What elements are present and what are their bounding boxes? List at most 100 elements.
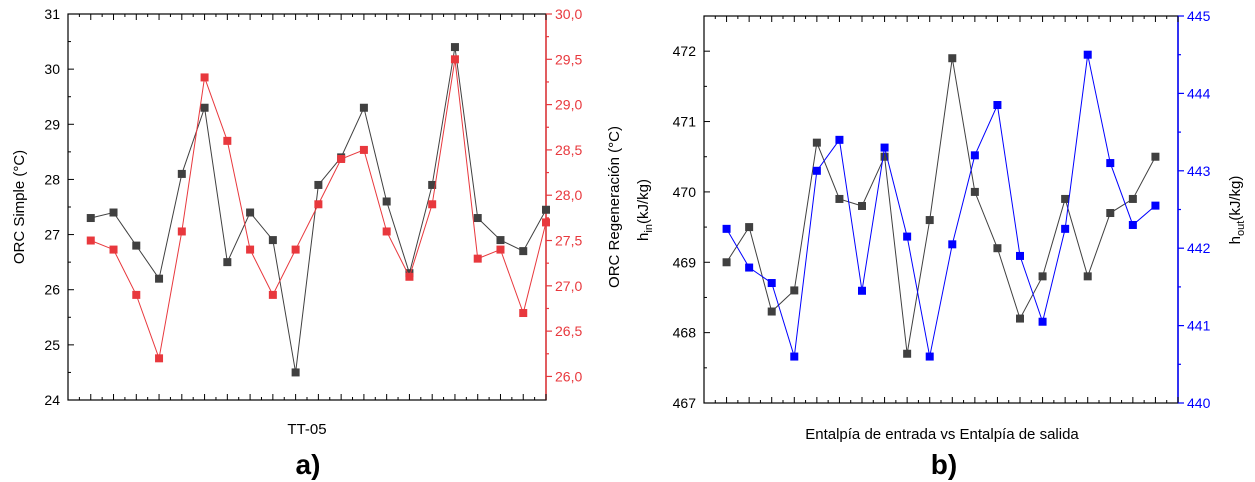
data-point-right [880,143,889,152]
data-point-right [948,240,957,249]
data-point-right [1083,50,1092,59]
x-axis-ticks-a [67,14,547,400]
data-point-left [970,187,979,196]
data-point-right [542,218,550,227]
data-point-right [993,101,1002,110]
y-left-tick-label: 472 [673,43,697,59]
data-point-right [337,154,346,163]
data-point-right [835,135,844,144]
y-left-tick-label: 471 [673,114,697,130]
data-point-right [268,290,277,299]
data-point-right [359,145,368,154]
data-point-right [767,279,776,288]
data-point-right [858,286,866,295]
data-point-right [722,224,731,233]
data-point-right [200,73,209,82]
plot-frame-a [67,13,547,401]
y-left-tick-label: 25 [44,337,60,353]
left-axis-ticks-a: 24 25 26 27 28 29 30 31 [44,6,74,408]
data-point-right [382,227,391,236]
data-point-left [519,247,528,256]
y-axis-label-right-a: ORC Regeneración (°C) [606,126,623,288]
data-point-right [519,309,528,318]
data-point-left [858,201,866,210]
data-point-right [1151,201,1160,210]
data-point-left [268,236,277,245]
data-point-left [223,258,232,267]
data-point-right [473,254,482,263]
y-left-tick-label: 28 [44,171,60,187]
x-axis-label-b: Entalpía de entrada vs Entalpía de salid… [805,426,1079,443]
y-left-tick-label: 27 [44,227,60,243]
data-point-left [1106,209,1115,218]
data-point-right [109,245,118,254]
y-right-tick-label: 441 [1187,318,1211,334]
data-point-left [767,307,776,316]
data-point-left [993,244,1002,253]
data-point-right [155,354,164,363]
data-point-left [473,214,482,223]
chart-panel-a: 24 25 26 27 28 29 30 31 26,0 26,5 27,0 27,5 28,0 28,… [11,6,623,480]
y-axis-label-left-b: hin(kJ/kg) [635,179,655,241]
right-axis-ticks-a: 26,0 26,5 27,0 27,5 28,0 28,5 29,0 29,5 30,0 [546,6,582,384]
panel-label-b: b) [931,449,957,480]
data-point-right [1038,317,1047,326]
y-right-tick-label: 27,5 [555,233,582,249]
y-right-tick-label: 26,5 [555,323,582,339]
y-right-tick-label: 443 [1187,163,1211,179]
y-right-tick-label: 445 [1187,8,1211,24]
y-right-tick-label: 444 [1187,85,1211,101]
data-point-left [496,236,505,245]
y-left-tick-label: 468 [673,325,697,341]
data-point-right [314,200,323,209]
data-point-left [155,274,164,283]
chart-panel-b: 467 468 469 470 471 472 440 441 442 443 444 445 En… [635,8,1247,480]
series-line-left [726,58,1156,354]
data-point-right [1128,220,1137,229]
x-axis-ticks-b [703,16,1179,403]
y-left-tick-label: 470 [673,184,697,200]
data-point-left [246,208,255,217]
data-point-left [359,103,368,112]
data-point-left [200,103,209,112]
data-point-left [109,208,118,217]
data-point-left [812,138,821,147]
data-point-right [1016,251,1024,260]
data-point-left [314,180,323,189]
y-right-tick-label: 27,0 [555,278,582,294]
series-group-b [722,50,1160,361]
data-point-right [291,245,300,254]
data-point-left [1016,314,1024,323]
data-point-left [745,223,754,232]
data-point-left [925,216,934,225]
data-point-right [405,272,414,281]
series-group-a [86,43,550,377]
data-point-right [132,290,141,299]
y-left-tick-label: 26 [44,282,60,298]
y-right-tick-label: 28,0 [555,187,582,203]
data-point-right [450,55,459,64]
y-right-tick-label: 26,0 [555,368,582,384]
data-point-left [177,169,186,178]
data-point-left [1038,272,1047,281]
right-axis-ticks-b: 440 441 442 443 444 445 [1178,8,1211,411]
data-point-right [428,200,437,209]
data-point-left [790,286,799,295]
y-right-tick-label: 440 [1187,395,1211,411]
data-point-left [1083,272,1092,281]
data-point-left [1128,194,1137,203]
data-point-left [835,194,844,203]
data-point-right [790,352,799,361]
y-left-tick-label: 24 [44,392,60,408]
data-point-right [177,227,186,236]
data-point-right [223,136,232,145]
data-point-left [903,349,912,358]
data-point-left [428,180,437,189]
data-point-right [86,236,95,245]
y-left-tick-label: 29 [44,116,60,132]
y-axis-label-left-a: ORC Simple (°C) [11,150,28,264]
data-point-right [925,352,934,361]
data-point-left [291,368,300,377]
y-left-tick-label: 469 [673,254,697,270]
